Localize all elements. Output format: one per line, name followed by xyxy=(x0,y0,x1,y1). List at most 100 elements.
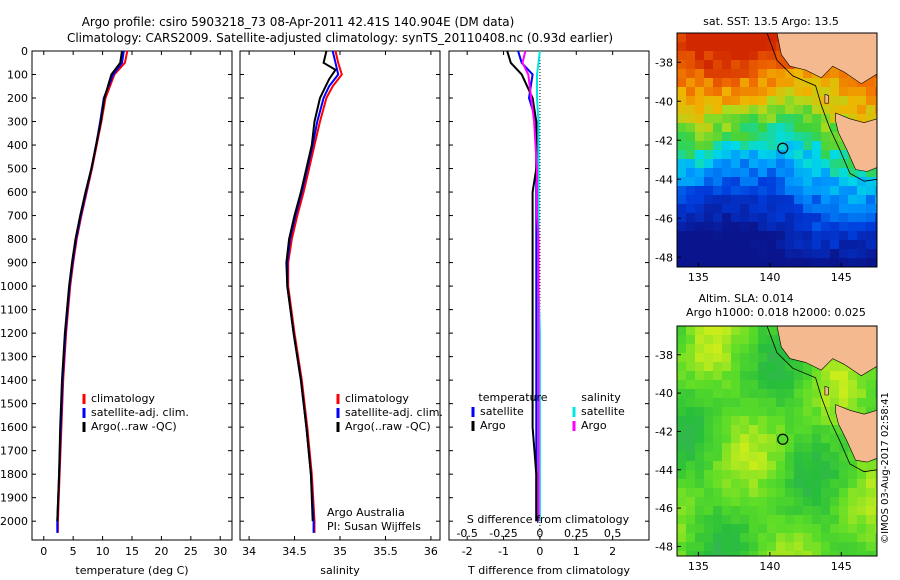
y-tick-label: -44 xyxy=(655,464,673,477)
map-cell xyxy=(686,186,696,196)
map-cell xyxy=(749,78,759,88)
map-cell xyxy=(857,258,867,267)
map-cell xyxy=(830,87,840,97)
map-cell xyxy=(794,141,804,151)
map-cell xyxy=(695,249,705,259)
map-cell xyxy=(722,425,732,435)
map-cell xyxy=(695,488,705,498)
map-cell xyxy=(704,389,714,399)
map-cell xyxy=(812,479,822,489)
title-line-2: Climatology: CARS2009. Satellite-adjuste… xyxy=(67,31,613,45)
map-cell xyxy=(875,470,877,480)
map-cell xyxy=(704,452,714,462)
map-cell xyxy=(812,222,822,232)
map-cell xyxy=(821,177,831,187)
map-cell xyxy=(749,114,759,124)
y-tick-label: 1900 xyxy=(0,492,28,505)
map-cell xyxy=(776,60,786,70)
map-cell xyxy=(848,470,858,480)
map-cell xyxy=(686,240,696,250)
map-cell xyxy=(695,51,705,61)
map-cell xyxy=(677,470,687,480)
map-cell xyxy=(749,470,759,480)
map-cell xyxy=(713,168,723,178)
x-tick-label: 0 xyxy=(40,545,47,558)
map-cell xyxy=(695,551,705,556)
map-cell xyxy=(776,78,786,88)
map-cell xyxy=(767,380,777,390)
map-cell xyxy=(758,398,768,408)
map-cell xyxy=(812,506,822,516)
y-tick-label: -46 xyxy=(655,212,673,225)
map-cell xyxy=(875,380,877,390)
map-cell xyxy=(785,78,795,88)
map-cell xyxy=(812,132,822,142)
map-cell xyxy=(749,105,759,115)
map-cell xyxy=(776,213,786,223)
map-cell xyxy=(803,398,813,408)
map-cell xyxy=(713,452,723,462)
map-cell xyxy=(695,168,705,178)
map-cell xyxy=(812,542,822,552)
map-cell xyxy=(767,533,777,543)
map-cell xyxy=(821,222,831,232)
map-cell xyxy=(857,96,867,106)
y-tick-label: 1700 xyxy=(0,445,28,458)
map-cell xyxy=(776,443,786,453)
map-cell xyxy=(686,33,696,43)
map-cell xyxy=(776,105,786,115)
map-cell xyxy=(794,123,804,133)
map-cell xyxy=(821,78,831,88)
map-cell xyxy=(803,425,813,435)
map-cell xyxy=(749,96,759,106)
map-cell xyxy=(704,425,714,435)
map-cell xyxy=(740,33,750,43)
map-cell xyxy=(812,159,822,169)
map-cell xyxy=(794,249,804,259)
map-cell xyxy=(731,380,741,390)
map-cell xyxy=(776,123,786,133)
map-cell xyxy=(785,479,795,489)
map-cell xyxy=(776,353,786,363)
map-cell xyxy=(731,479,741,489)
y-tick-label: 2000 xyxy=(0,515,28,528)
map-cell xyxy=(857,542,867,552)
map-cell xyxy=(749,497,759,507)
profile-location-marker xyxy=(777,142,789,154)
map-cell xyxy=(758,150,768,160)
map-cell xyxy=(875,105,877,115)
map-cell xyxy=(794,533,804,543)
map-cell xyxy=(695,389,705,399)
map-cell xyxy=(803,240,813,250)
map-cell xyxy=(749,60,759,70)
plot-frame xyxy=(239,50,441,541)
map-cell xyxy=(812,452,822,462)
map-cell xyxy=(776,506,786,516)
map-cell xyxy=(857,240,867,250)
map-cell xyxy=(686,416,696,426)
series-line xyxy=(285,50,337,522)
map-cell xyxy=(767,551,777,556)
map-cell xyxy=(803,506,813,516)
map-cell xyxy=(812,204,822,214)
series-line xyxy=(521,50,540,522)
map-cell xyxy=(776,96,786,106)
map-cell xyxy=(695,344,705,354)
map-cell xyxy=(677,60,687,70)
map-cell xyxy=(785,389,795,399)
map-cell xyxy=(758,51,768,61)
map-cell xyxy=(785,69,795,79)
map-cell xyxy=(740,60,750,70)
map-cell xyxy=(704,177,714,187)
map-cell xyxy=(821,425,831,435)
map-cell xyxy=(794,479,804,489)
map-cell xyxy=(677,78,687,88)
map-cell xyxy=(830,240,840,250)
map-cell xyxy=(866,488,876,498)
map-cell xyxy=(821,497,831,507)
map-cell xyxy=(875,488,877,498)
map-cell xyxy=(695,515,705,525)
map-cell xyxy=(785,177,795,187)
map-cell xyxy=(722,195,732,205)
map-cell xyxy=(785,222,795,232)
